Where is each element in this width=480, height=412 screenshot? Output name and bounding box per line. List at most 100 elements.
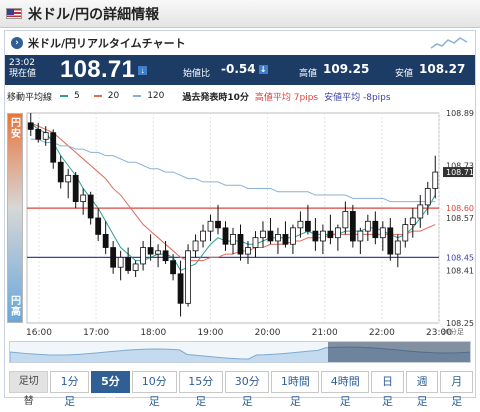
- candle-body: [50, 132, 57, 163]
- y-tick-label: 108.60: [446, 204, 474, 213]
- x-tick-label: 18:00: [140, 328, 166, 338]
- candle-body: [319, 230, 326, 242]
- low-value: 108.27: [419, 62, 466, 76]
- candle-body: [394, 240, 401, 255]
- timeframe-tab-0[interactable]: 1分足: [50, 371, 89, 408]
- candle-body: [275, 234, 281, 242]
- timeframe-tab-3[interactable]: 15分足: [178, 371, 223, 408]
- candle-body: [147, 247, 154, 255]
- low-average: 安値平均 -8pips: [324, 92, 391, 103]
- candle-body: [102, 234, 109, 248]
- y-tick-label: 108.57: [446, 214, 474, 223]
- ma-20: 20: [92, 91, 125, 101]
- candle-body: [57, 161, 64, 183]
- x-tick-label: 21:00: [312, 328, 338, 338]
- candle-body: [342, 211, 349, 229]
- candle-body: [349, 211, 356, 242]
- x-tick-label: 16:00: [26, 328, 52, 338]
- candle-body: [290, 227, 296, 245]
- y-tick-label: 108.45: [446, 253, 474, 262]
- candle-body: [379, 227, 386, 239]
- x-tick-label: 19:00: [197, 328, 223, 338]
- timeframe-tab-4[interactable]: 30分足: [224, 371, 270, 408]
- candle-body: [222, 227, 229, 245]
- candle-body: [409, 217, 416, 225]
- change-label: 始値比: [183, 69, 211, 79]
- ma-5: 5: [58, 91, 86, 101]
- timeframe-tab-6[interactable]: 4時間足: [321, 371, 370, 408]
- candle-body: [72, 174, 79, 202]
- candle-body: [364, 220, 371, 232]
- candle-body: [245, 247, 251, 255]
- chart-legend: 移動平均線 5 20 120 過去発表時10分 高値平均 7pips 安値平均 …: [7, 89, 397, 103]
- candle-body: [297, 220, 304, 229]
- candle-body: [372, 220, 379, 239]
- x-tick-label: 20:00: [255, 328, 281, 338]
- range-navigator[interactable]: [9, 341, 471, 363]
- yen-weak-label: 円安: [11, 118, 21, 140]
- candle-body: [185, 250, 191, 304]
- timeframe-tabs: 足切替 1分足 5分足 10分足 15分足 30分足 1時間足 4時間足 日足 週足 月足: [9, 371, 475, 408]
- candle-body: [155, 250, 161, 255]
- yen-strength-bar: 円安 円高: [7, 113, 23, 323]
- candlestick-chart[interactable]: 16:00 17:00 18:00 19:00 20:00 21:00 22:00 23:00…: [5, 105, 475, 341]
- sparkline-icon: [430, 37, 468, 49]
- candle-body: [237, 234, 244, 255]
- timeframe-tab-9[interactable]: 月足: [440, 371, 474, 408]
- timeframe-tab-7[interactable]: 日足: [371, 371, 404, 408]
- candle-body: [200, 230, 206, 242]
- high-average: 高値平均 7pips: [254, 92, 319, 103]
- timeframe-tab-8[interactable]: 週足: [405, 371, 439, 408]
- candle-body: [87, 194, 94, 219]
- candle-body: [387, 227, 394, 255]
- candle-body: [162, 250, 169, 262]
- x-tick-label: 23:00: [426, 328, 452, 338]
- ma-120: 120: [131, 91, 170, 101]
- navigator-selection[interactable]: [328, 342, 470, 362]
- candle-body: [417, 204, 424, 219]
- candle-body: [252, 237, 259, 248]
- window-titlebar: 米ドル/円の詳細情報: [0, 0, 480, 28]
- quote-time: 23:02: [9, 58, 35, 68]
- candle-body: [230, 234, 236, 245]
- candle-body: [432, 171, 439, 189]
- ma-line-120: [30, 138, 436, 203]
- candle-body: [125, 256, 132, 271]
- current-price: 108.71 ↓: [60, 56, 148, 84]
- us-flag-icon: [6, 8, 22, 19]
- candle-body: [312, 230, 319, 242]
- candle-body: [140, 247, 147, 265]
- candle-body: [207, 220, 214, 232]
- down-arrow-icon: ↓: [258, 65, 268, 74]
- candle-body: [334, 227, 341, 239]
- candle-body: [305, 220, 311, 232]
- candle-body: [117, 256, 124, 268]
- candle-body: [177, 273, 184, 304]
- price-chart[interactable]: 円安 円高 16:00 17:00 18:00 19:00 20:00 21:00 22:0…: [5, 105, 475, 341]
- candle-body: [35, 129, 42, 140]
- candle-body: [110, 247, 117, 268]
- x-tick-label: 22:00: [369, 328, 395, 338]
- candle-body: [170, 260, 176, 275]
- chart-title: 米ドル/円リアルタイムチャート: [28, 37, 186, 50]
- y-tick-label: 108.73: [446, 162, 474, 171]
- candle-body: [282, 234, 289, 245]
- timeframe-tab-5[interactable]: 1時間足: [271, 371, 320, 408]
- window-title: 米ドル/円の詳細情報: [28, 6, 160, 23]
- footer-label: 30分足: [441, 327, 464, 336]
- y-tick-label: 108.41: [446, 267, 474, 276]
- candle-body: [132, 263, 139, 271]
- down-arrow-icon: ↓: [138, 66, 148, 76]
- candle-body: [260, 230, 266, 239]
- announcement-label: 過去発表時10分: [182, 92, 249, 103]
- candle-body: [402, 224, 409, 242]
- timeframe-tab-1[interactable]: 5分足: [90, 371, 131, 408]
- chart-subheader: › 米ドル/円リアルタイムチャート: [5, 31, 475, 55]
- high-label: 高値: [299, 69, 318, 79]
- timeframe-tab-2[interactable]: 10分足: [132, 371, 177, 408]
- chevron-right-icon: ›: [11, 37, 23, 49]
- candle-body: [192, 240, 199, 252]
- candle-body: [267, 230, 274, 242]
- candle-body: [95, 217, 102, 235]
- timeframe-switch-label: 足切替: [9, 371, 49, 407]
